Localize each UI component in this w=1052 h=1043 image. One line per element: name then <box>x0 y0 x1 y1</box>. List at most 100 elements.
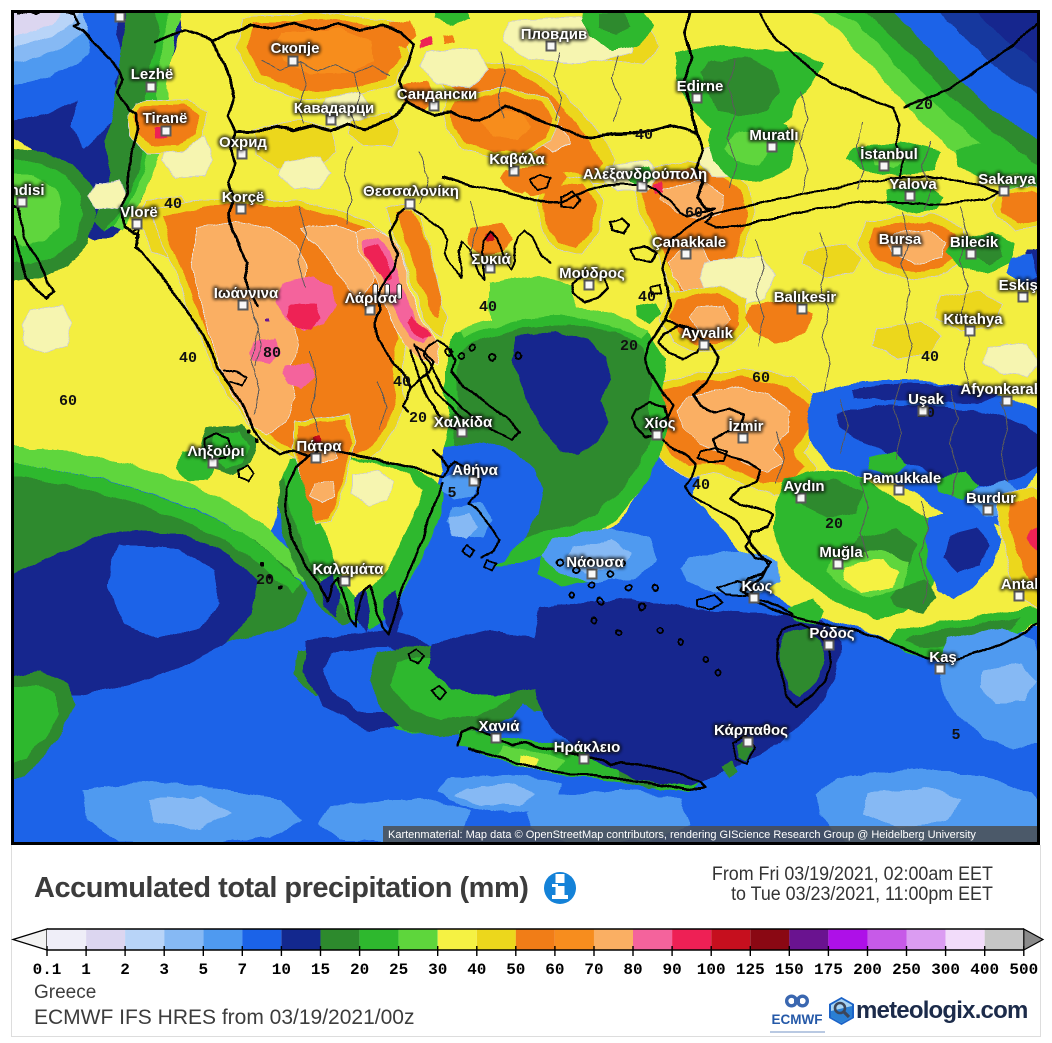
svg-text:Kaş: Kaş <box>929 649 957 666</box>
svg-text:Αλεξανδρούπολη: Αλεξανδρούπολη <box>583 166 707 183</box>
svg-text:40: 40 <box>921 349 939 366</box>
svg-text:Sakarya: Sakarya <box>978 171 1036 188</box>
svg-text:Скопје: Скопје <box>271 40 320 57</box>
svg-text:300: 300 <box>931 961 960 979</box>
svg-text:Ιωάννινα: Ιωάννινα <box>214 285 279 302</box>
svg-text:20: 20 <box>915 97 933 114</box>
svg-text:1: 1 <box>81 961 91 979</box>
svg-text:60: 60 <box>752 370 770 387</box>
svg-text:Χανιά: Χανιά <box>479 718 521 735</box>
svg-text:Ayvalık: Ayvalık <box>681 325 734 342</box>
svg-text:Antalya: Antalya <box>1001 576 1052 593</box>
svg-text:Ηράκλειο: Ηράκλειο <box>554 739 621 756</box>
svg-text:100: 100 <box>697 961 726 979</box>
svg-text:5: 5 <box>951 727 960 744</box>
svg-text:20: 20 <box>256 572 274 589</box>
svg-text:3: 3 <box>159 961 169 979</box>
svg-text:Korçë: Korçë <box>222 189 265 206</box>
svg-text:20: 20 <box>620 338 638 355</box>
svg-text:150: 150 <box>775 961 804 979</box>
svg-text:Ληξούρι: Ληξούρι <box>187 443 244 460</box>
svg-text:Κως: Κως <box>742 578 773 595</box>
svg-text:50: 50 <box>506 961 525 979</box>
svg-text:Συκιά: Συκιά <box>471 251 511 268</box>
svg-text:Λάρισα: Λάρισα <box>345 290 398 307</box>
svg-text:İzmir: İzmir <box>728 418 763 435</box>
svg-text:Πάτρα: Πάτρα <box>296 438 342 455</box>
svg-text:15: 15 <box>311 961 330 979</box>
svg-text:Охрид: Охрид <box>219 134 267 151</box>
svg-text:Uşak: Uşak <box>908 391 945 408</box>
svg-text:5: 5 <box>198 961 208 979</box>
svg-text:Sakarya: Sakarya <box>978 171 1036 188</box>
svg-text:Καβάλα: Καβάλα <box>489 151 545 168</box>
svg-text:Bursa: Bursa <box>879 231 922 248</box>
svg-text:Χίος: Χίος <box>644 415 675 432</box>
svg-text:Vlorë: Vlorë <box>120 204 158 221</box>
svg-text:Νάουσα: Νάουσα <box>566 554 624 571</box>
svg-text:Κάρπαθος: Κάρπαθος <box>714 722 788 739</box>
svg-text:Eskişehir: Eskişehir <box>999 277 1052 294</box>
svg-text:60: 60 <box>59 393 77 410</box>
svg-text:Balıkesir: Balıkesir <box>774 289 837 306</box>
svg-text:30: 30 <box>428 961 447 979</box>
svg-text:Χαλκίδα: Χαλκίδα <box>434 414 493 431</box>
svg-text:125: 125 <box>736 961 765 979</box>
svg-text:Θεσσαλονίκη: Θεσσαλονίκη <box>363 183 459 200</box>
svg-text:2: 2 <box>120 961 130 979</box>
svg-text:5: 5 <box>447 485 456 502</box>
svg-text:Μούδρος: Μούδρος <box>559 265 625 282</box>
svg-text:20: 20 <box>409 410 427 427</box>
svg-text:Χίος: Χίος <box>644 415 675 432</box>
svg-text:40: 40 <box>692 477 710 494</box>
svg-text:175: 175 <box>814 961 843 979</box>
svg-text:Кавадарци: Кавадарци <box>294 100 375 117</box>
svg-text:40: 40 <box>479 299 497 316</box>
svg-text:Aydın: Aydın <box>783 478 824 495</box>
svg-text:Bilecik: Bilecik <box>950 234 999 251</box>
svg-text:Lezhë: Lezhë <box>131 66 174 83</box>
svg-text:Edirne: Edirne <box>677 78 724 95</box>
svg-text:Tiranë: Tiranë <box>143 110 188 127</box>
svg-text:Muğla: Muğla <box>819 544 863 561</box>
svg-text:500: 500 <box>1009 961 1038 979</box>
svg-text:Balıkesir: Balıkesir <box>774 289 837 306</box>
svg-text:40: 40 <box>467 961 486 979</box>
svg-text:Ρόδος: Ρόδος <box>809 625 854 642</box>
svg-text:40: 40 <box>393 374 411 391</box>
svg-text:Eskişehir: Eskişehir <box>999 277 1052 294</box>
svg-text:Θεσσαλονίκη: Θεσσαλονίκη <box>363 183 459 200</box>
svg-text:Çanakkale: Çanakkale <box>652 234 726 251</box>
svg-text:20: 20 <box>825 516 843 533</box>
svg-text:Pamukkale: Pamukkale <box>863 470 941 487</box>
svg-text:Λάρισα: Λάρισα <box>345 290 398 307</box>
svg-text:Afyonkarahisar: Afyonkarahisar <box>960 381 1052 398</box>
svg-text:Lezhë: Lezhë <box>131 66 174 83</box>
svg-text:Uşak: Uşak <box>908 391 945 408</box>
svg-text:Muratlı: Muratlı <box>749 127 798 144</box>
svg-text:Ρόδος: Ρόδος <box>809 625 854 642</box>
svg-text:Kaş: Kaş <box>929 649 957 666</box>
svg-text:Συκιά: Συκιά <box>471 251 511 268</box>
svg-text:Ayvalık: Ayvalık <box>681 325 734 342</box>
svg-text:Bilecik: Bilecik <box>950 234 999 251</box>
svg-text:Kartenmaterial: Map data © Ope: Kartenmaterial: Map data © OpenStreetMap… <box>388 829 976 841</box>
svg-text:10: 10 <box>272 961 291 979</box>
svg-text:Muğla: Muğla <box>819 544 863 561</box>
svg-text:Сандански: Сандански <box>397 86 477 103</box>
svg-text:40: 40 <box>638 289 656 306</box>
svg-text:7: 7 <box>237 961 247 979</box>
svg-text:250: 250 <box>892 961 921 979</box>
svg-text:Afyonkarahisar: Afyonkarahisar <box>960 381 1052 398</box>
svg-text:Αθήνα: Αθήνα <box>452 462 498 479</box>
svg-text:Aydın: Aydın <box>783 478 824 495</box>
svg-text:Kütahya: Kütahya <box>943 311 1003 328</box>
svg-text:Burdur: Burdur <box>966 490 1016 507</box>
svg-text:Скопје: Скопје <box>271 40 320 57</box>
svg-text:İstanbul: İstanbul <box>860 146 918 163</box>
svg-text:İzmir: İzmir <box>728 418 763 435</box>
svg-text:Охрид: Охрид <box>219 134 267 151</box>
svg-text:200: 200 <box>853 961 882 979</box>
svg-text:Καλαμάτα: Καλαμάτα <box>313 561 385 578</box>
svg-text:Kütahya: Kütahya <box>943 311 1003 328</box>
